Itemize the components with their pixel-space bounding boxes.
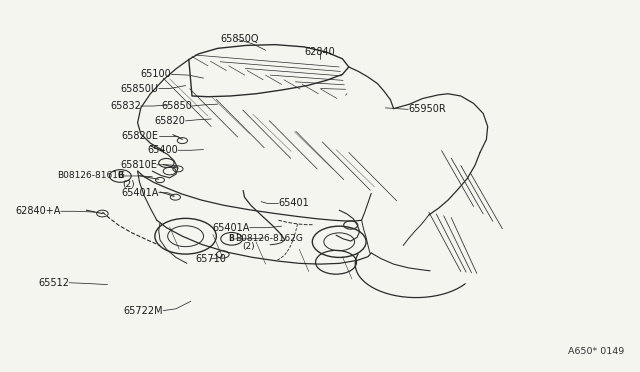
Text: 65850Q: 65850Q — [221, 34, 259, 44]
Circle shape — [221, 232, 243, 245]
Text: 65512: 65512 — [38, 278, 69, 288]
Text: 65832: 65832 — [110, 101, 141, 111]
Text: (2): (2) — [242, 242, 255, 251]
Text: 65401: 65401 — [278, 199, 309, 208]
Text: 62840+A: 62840+A — [15, 206, 61, 216]
Text: 65710: 65710 — [196, 254, 227, 264]
Text: 65820: 65820 — [155, 116, 186, 126]
Text: 62840: 62840 — [305, 47, 335, 57]
Text: B08126-8161G: B08126-8161G — [57, 171, 125, 180]
Text: 65950R: 65950R — [408, 105, 446, 114]
Text: B: B — [228, 234, 235, 243]
Text: 65850: 65850 — [161, 101, 192, 111]
Text: (2): (2) — [122, 180, 134, 189]
Text: 65401A: 65401A — [212, 223, 250, 232]
Text: 65820E: 65820E — [122, 131, 159, 141]
Text: B: B — [117, 171, 124, 180]
Text: 65400: 65400 — [147, 145, 178, 155]
Text: B08126-8162G: B08126-8162G — [236, 234, 303, 243]
Text: 65850U: 65850U — [121, 84, 159, 93]
Text: 65100: 65100 — [141, 70, 172, 79]
Circle shape — [109, 170, 131, 182]
Text: A650* 0149: A650* 0149 — [568, 347, 624, 356]
Text: 65810E: 65810E — [120, 160, 157, 170]
Text: 65722M: 65722M — [124, 306, 163, 315]
Text: 65401A: 65401A — [122, 188, 159, 198]
